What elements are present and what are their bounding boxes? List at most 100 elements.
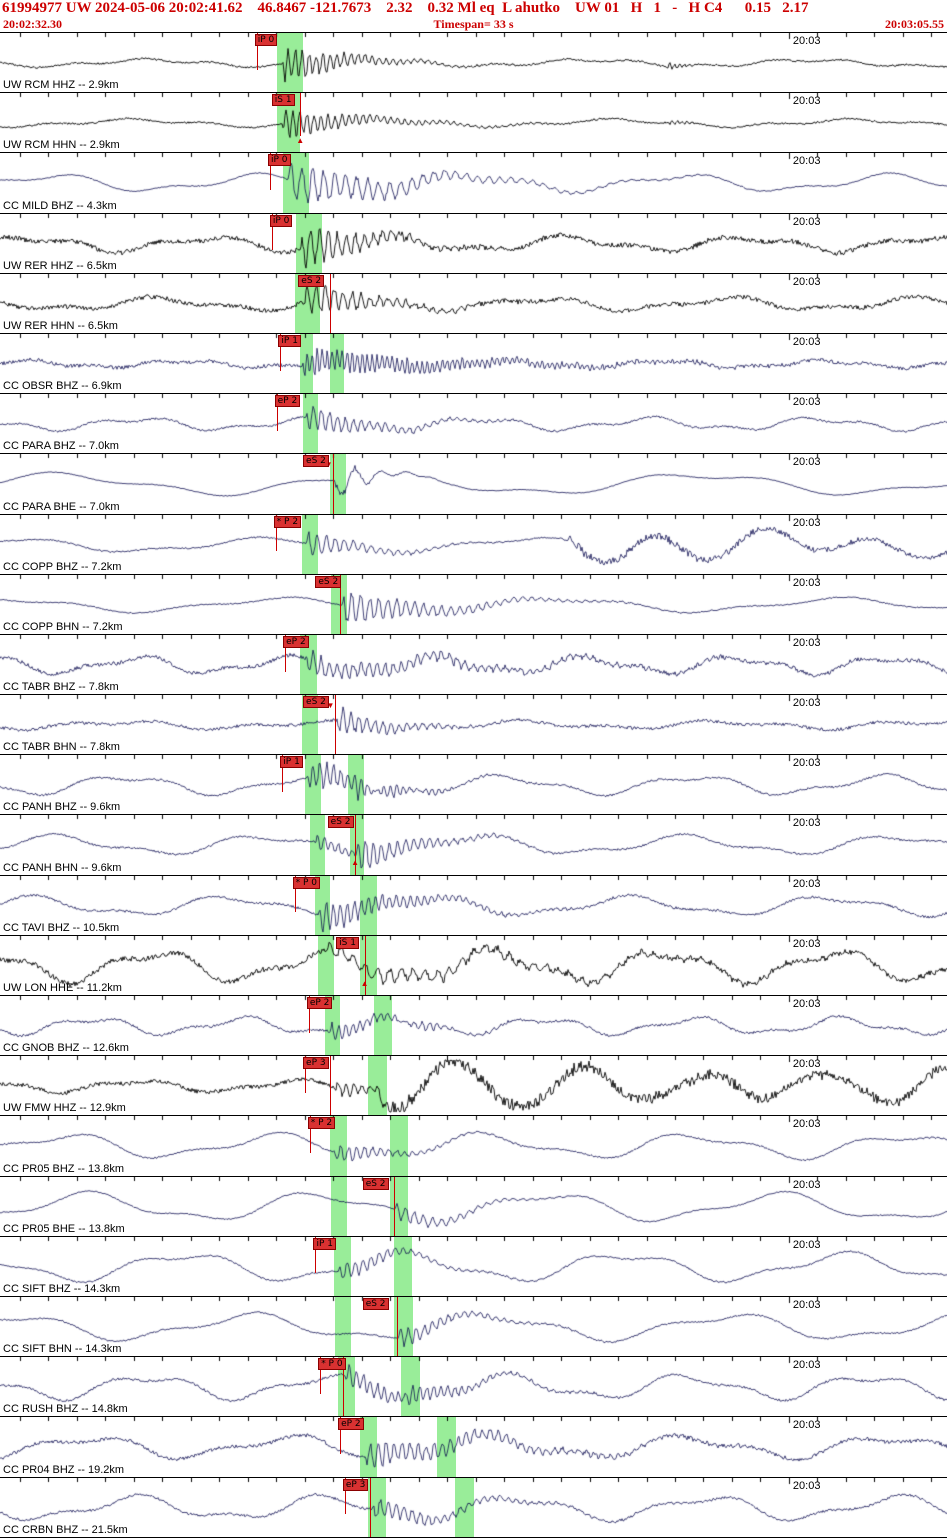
waveform-canvas[interactable] [0,454,947,514]
pick-time-line[interactable] [300,93,302,136]
pick-time-line[interactable] [275,514,277,552]
pick-time-line[interactable] [342,1357,344,1417]
pick-time-line[interactable] [370,1477,372,1537]
waveform-canvas[interactable] [0,1176,947,1236]
phase-pick-flag[interactable]: eS 2 [362,1297,389,1310]
pick-time-line[interactable] [280,333,282,371]
pick-time-line[interactable] [285,634,287,672]
trace-row[interactable]: eP 2 20:03 CC TABR BHZ -- 7.8km [0,633,947,695]
trace-row[interactable]: iP 1 20:03 CC OBSR BHZ -- 6.9km [0,332,947,394]
pick-time-line[interactable] [269,153,271,191]
pick-time-line[interactable] [256,33,258,70]
trace-row[interactable]: iP 0 20:03 CC MILD BHZ -- 4.3km [0,152,947,213]
pick-time-line[interactable] [329,1056,331,1116]
waveform-canvas[interactable] [0,634,947,695]
pick-time-line[interactable] [344,1477,346,1515]
pick-time-line[interactable] [364,935,366,995]
trace-row[interactable]: ▲ eS 2 20:03 CC PANH BHN -- 9.6km [0,814,947,875]
pick-time-line[interactable] [339,574,341,634]
pick-time-line[interactable] [294,875,296,913]
waveform-canvas[interactable] [0,1417,947,1477]
trace-row[interactable]: eP 3 20:03 UW FMW HHZ -- 12.9km [0,1055,947,1116]
trace-row[interactable]: * P 2 20:03 CC PR05 BHZ -- 13.8km [0,1115,947,1176]
trace-row[interactable]: ▼ eS 2 20:03 CC TABR BHN -- 7.8km [0,694,947,755]
trace-row[interactable]: ▲ iS 1 20:03 UW RCM HHN -- 2.9km [0,92,947,153]
pick-time-line[interactable] [304,1056,306,1093]
trace-row[interactable]: eS 2 20:03 UW RER HHN -- 6.5km [0,272,947,333]
pick-time-line[interactable] [396,1296,398,1357]
phase-pick-flag[interactable]: iP 1 [313,1237,336,1250]
phase-pick-flag[interactable]: iS 1 [271,94,295,107]
phase-pick-flag[interactable]: iP 1 [278,334,301,347]
phase-pick-flag[interactable]: iS 1 [336,936,359,949]
phase-pick-flag[interactable]: * P 0 [292,876,320,889]
waveform-canvas[interactable] [0,935,947,995]
pick-time-line[interactable] [393,1176,395,1236]
waveform-canvas[interactable] [0,1296,947,1357]
phase-pick-flag[interactable]: eP 3 [342,1478,369,1491]
waveform-canvas[interactable] [0,153,947,213]
phase-pick-flag[interactable]: eP 3 [303,1057,329,1070]
pick-time-line[interactable] [282,755,284,792]
waveform-canvas[interactable] [0,333,947,394]
phase-pick-flag[interactable]: eS 2 [298,274,325,287]
phase-pick-flag[interactable]: * P 2 [273,515,302,528]
waveform-canvas[interactable] [0,1477,947,1537]
waveform-canvas[interactable] [0,1236,947,1296]
trace-row[interactable]: iP 1 20:03 CC SIFT BHZ -- 14.3km [0,1235,947,1296]
pick-time-line[interactable] [339,1417,341,1455]
phase-pick-flag[interactable]: * P 0 [318,1358,346,1371]
waveform-canvas[interactable] [0,213,947,273]
phase-pick-flag[interactable]: eP 2 [338,1418,364,1431]
trace-row[interactable]: eP 2 20:03 CC GNOB BHZ -- 12.6km [0,995,947,1056]
trace-row[interactable]: eS 2 20:03 CC COPP BHN -- 7.2km [0,573,947,634]
trace-row[interactable]: * P 0 20:03 CC RUSH BHZ -- 14.8km [0,1356,947,1417]
pick-time-line[interactable] [333,454,335,514]
waveform-canvas[interactable] [0,93,947,153]
phase-pick-flag[interactable]: iP 0 [269,214,293,227]
trace-row[interactable]: eS 2 20:03 CC SIFT BHN -- 14.3km [0,1295,947,1357]
waveform-canvas[interactable] [0,996,947,1056]
waveform-canvas[interactable] [0,273,947,333]
phase-pick-flag[interactable]: iP 0 [254,34,278,46]
trace-row[interactable]: ▲ iS 1 20:03 UW LON HHE -- 11.2km [0,934,947,995]
phase-pick-flag[interactable]: eP 2 [274,395,301,408]
trace-row[interactable]: eP 3 20:03 CC CRBN BHZ -- 21.5km [0,1476,947,1537]
trace-row[interactable]: * P 2 20:03 CC COPP BHZ -- 7.2km [0,513,947,574]
trace-row[interactable]: iP 0 20:03 UW RER HHZ -- 6.5km [0,212,947,273]
trace-row[interactable]: eS 2 20:03 CC PR05 BHE -- 13.8km [0,1175,947,1236]
waveform-canvas[interactable] [0,574,947,634]
waveform-canvas[interactable] [0,1357,947,1417]
pick-time-line[interactable] [315,1236,317,1274]
pick-time-line[interactable] [355,815,357,875]
pick-time-line[interactable] [329,273,331,333]
waveform-canvas[interactable] [0,695,947,755]
phase-pick-flag[interactable]: eS 2 [362,1177,389,1190]
waveform-canvas[interactable] [0,755,947,815]
phase-pick-flag[interactable]: eS 2 [303,455,329,468]
phase-pick-flag[interactable]: eS 2 [315,575,342,588]
trace-row[interactable]: eP 2 20:03 CC PR04 BHZ -- 19.2km [0,1416,947,1477]
waveform-canvas[interactable] [0,514,947,574]
pick-time-line[interactable] [320,1357,322,1394]
phase-pick-flag[interactable]: eS 2 [303,696,329,709]
trace-row[interactable]: * P 0 20:03 CC TAVI BHZ -- 10.5km [0,874,947,935]
pick-time-line[interactable] [276,394,278,431]
pick-time-line[interactable] [308,996,310,1033]
phase-pick-flag[interactable]: eP 2 [283,635,309,648]
phase-pick-flag[interactable]: iP 0 [268,154,291,167]
phase-pick-flag[interactable]: iP 1 [280,756,303,769]
pick-time-line[interactable] [271,213,273,251]
trace-row[interactable]: iP 1 20:03 CC PANH BHZ -- 9.6km [0,754,947,815]
pick-time-line[interactable] [335,695,337,755]
trace-row[interactable]: eP 2 20:03 CC PARA BHZ -- 7.0km [0,393,947,454]
phase-pick-flag[interactable]: * P 2 [307,1117,336,1130]
waveform-canvas[interactable] [0,875,947,935]
phase-pick-flag[interactable]: eP 2 [306,997,333,1009]
trace-row[interactable]: iP 0 20:03 UW RCM HHZ -- 2.9km [0,32,947,93]
phase-pick-flag[interactable]: eS 2 [327,816,354,829]
waveform-canvas[interactable] [0,394,947,454]
waveform-canvas[interactable] [0,1116,947,1176]
waveform-canvas[interactable] [0,815,947,875]
